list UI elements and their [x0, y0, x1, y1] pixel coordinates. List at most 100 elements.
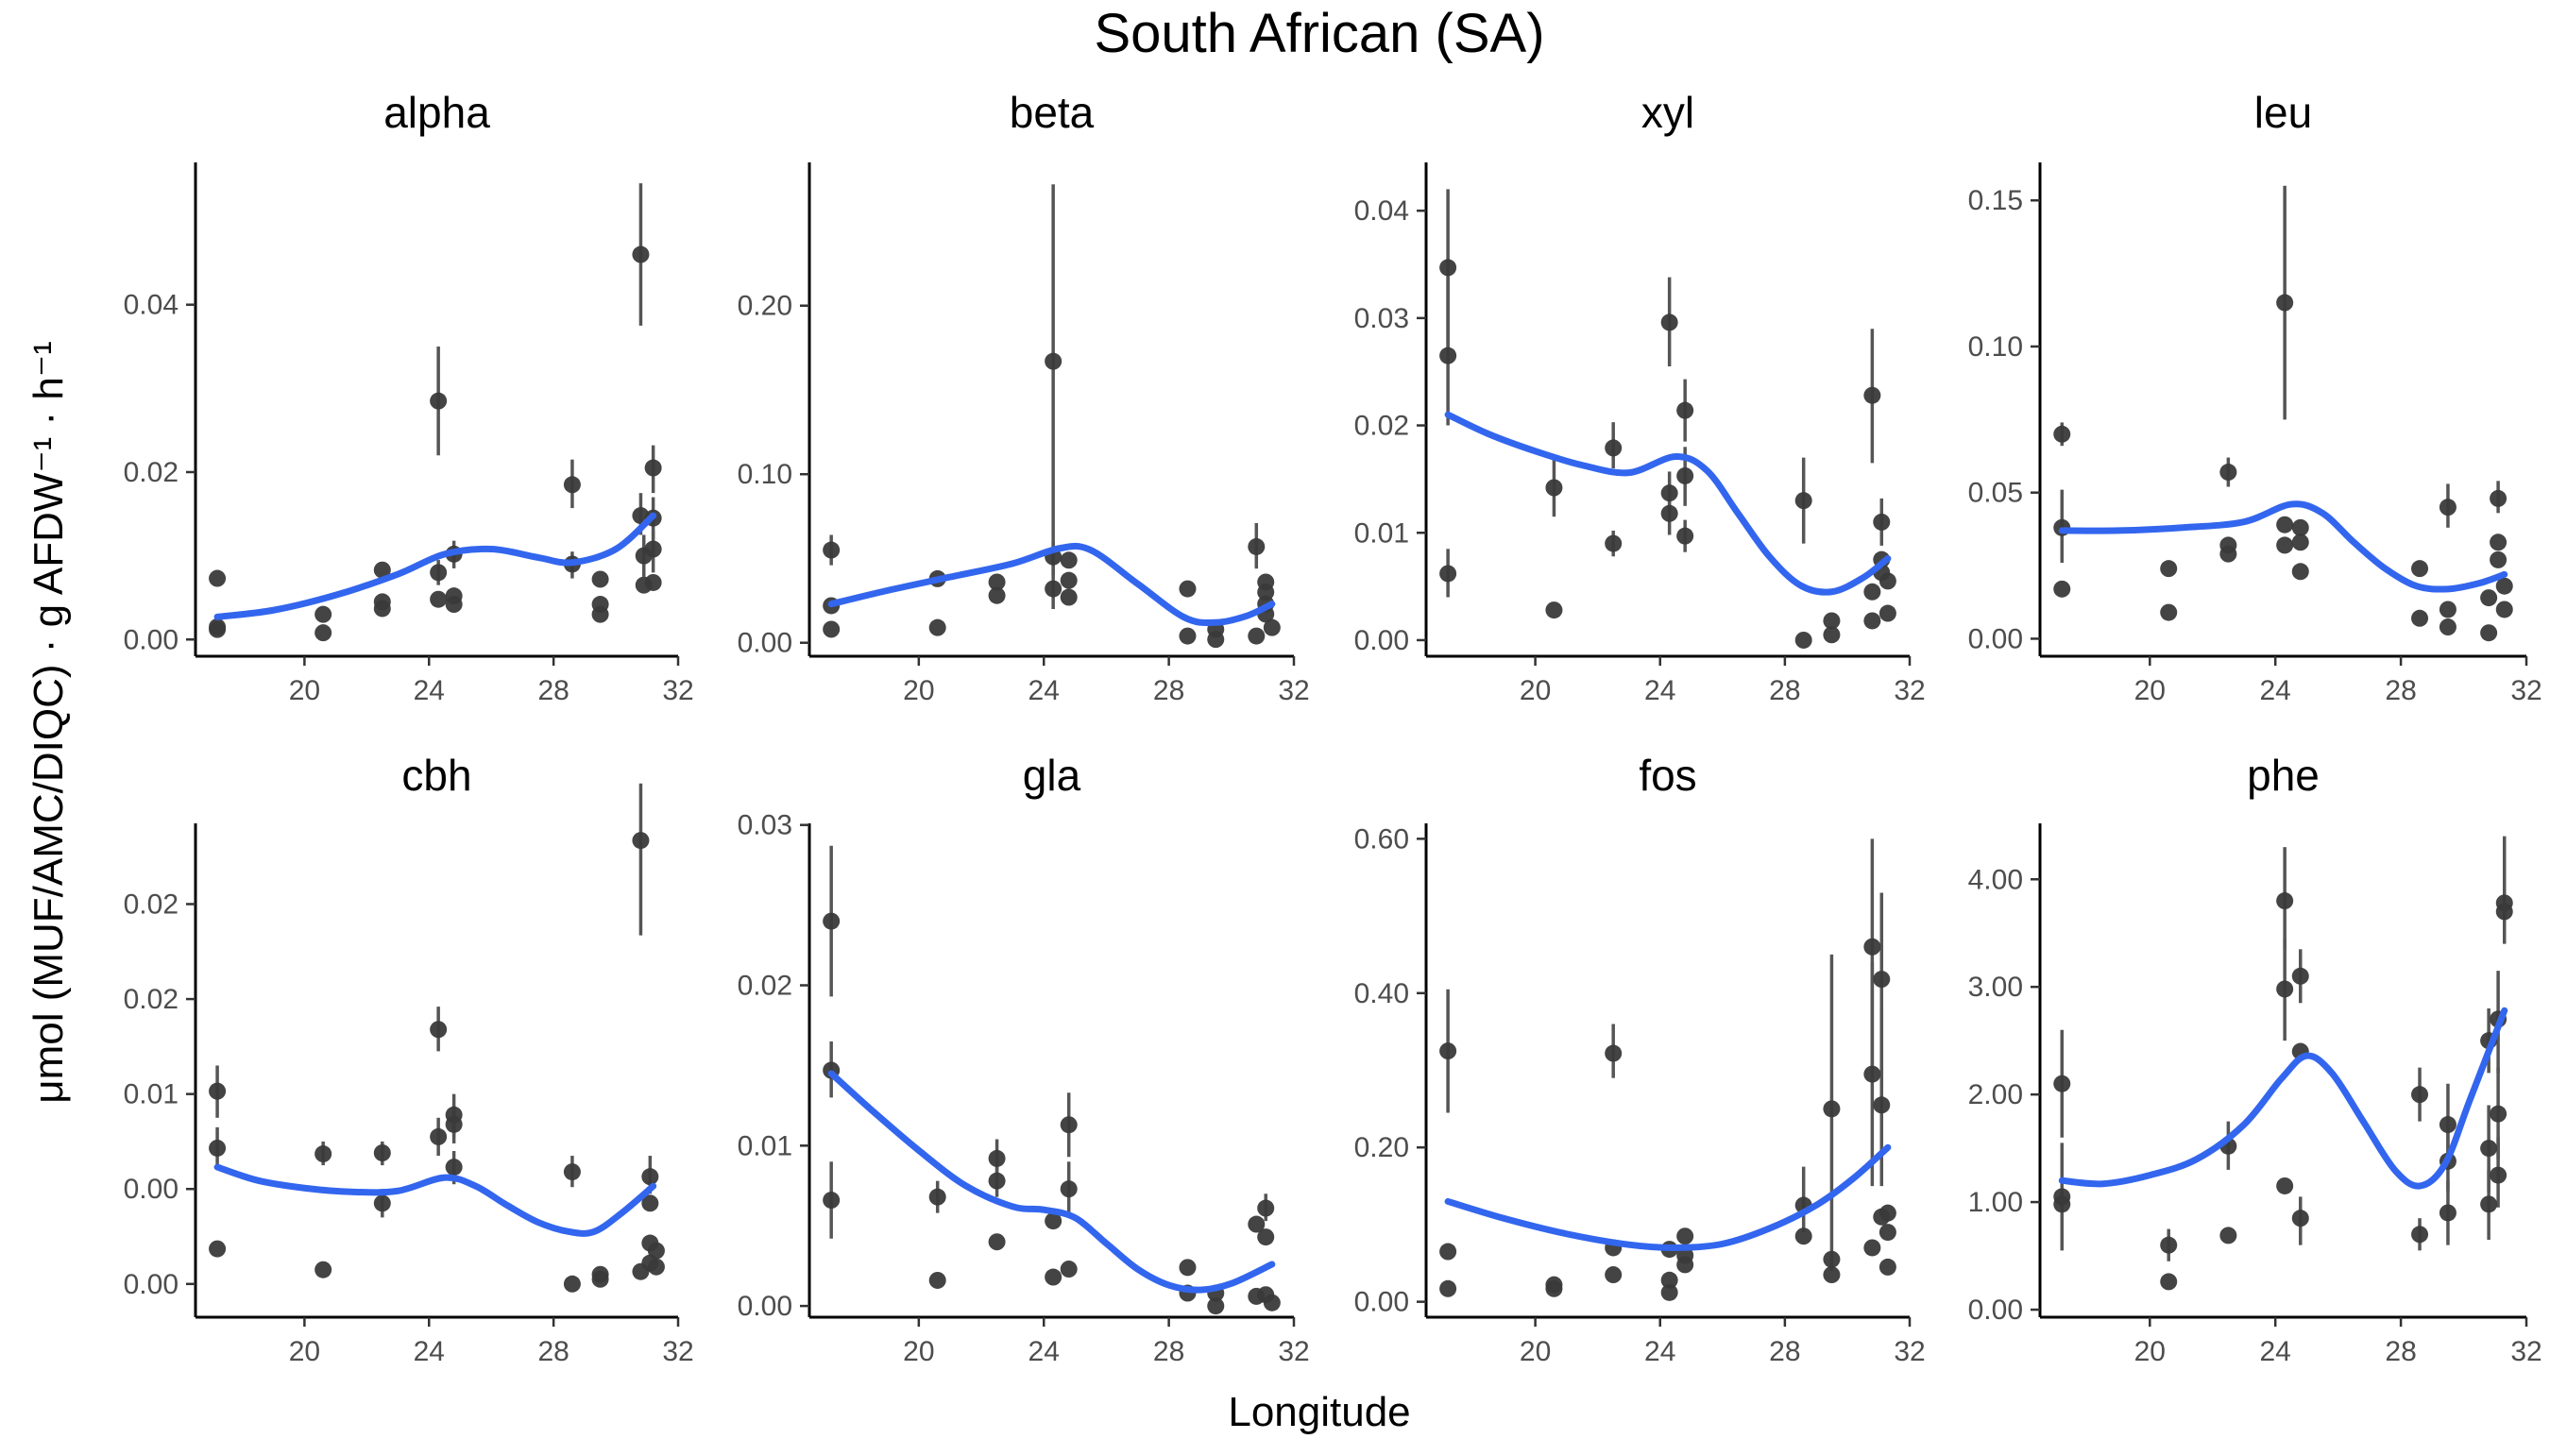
- y-tick-label: 0.01: [124, 1079, 178, 1110]
- data-point: [823, 541, 841, 559]
- data-point: [209, 1139, 227, 1157]
- x-axis-label: Longitude: [1228, 1389, 1410, 1435]
- data-point: [1794, 631, 1812, 649]
- data-point: [2480, 1195, 2498, 1213]
- panel-title: gla: [1023, 751, 1081, 800]
- data-point: [2160, 1273, 2178, 1291]
- y-tick-label: 2.00: [1968, 1079, 2023, 1110]
- x-tick-label: 24: [2260, 675, 2291, 706]
- data-point: [823, 1192, 841, 1210]
- data-point: [1248, 627, 1266, 645]
- y-tick-label: 0.05: [1968, 478, 2023, 509]
- data-point: [2480, 1140, 2498, 1158]
- x-tick-label: 24: [1644, 675, 1675, 706]
- data-point: [2219, 1227, 2237, 1244]
- data-point: [209, 1240, 227, 1258]
- data-point: [2053, 1195, 2071, 1213]
- data-point: [2490, 1166, 2508, 1184]
- data-point: [2160, 603, 2178, 621]
- data-point: [1878, 1224, 1896, 1242]
- data-point: [1207, 631, 1225, 649]
- data-point: [2053, 425, 2071, 443]
- data-point: [2490, 489, 2508, 507]
- data-point: [647, 1258, 665, 1276]
- data-point: [1257, 1228, 1275, 1246]
- data-point: [1263, 1294, 1281, 1312]
- data-point: [1045, 1212, 1062, 1230]
- smooth-trend-line: [2058, 500, 2508, 593]
- data-point: [209, 1082, 227, 1100]
- data-point: [632, 832, 650, 850]
- data-point: [1794, 1227, 1812, 1245]
- data-point: [1676, 401, 1694, 419]
- x-tick-label: 20: [903, 1336, 934, 1367]
- y-tick-label: 0.02: [738, 971, 792, 1002]
- x-tick-label: 28: [537, 1336, 569, 1367]
- data-point: [430, 564, 448, 582]
- data-point: [644, 573, 662, 591]
- data-point: [445, 596, 463, 614]
- x-tick-label: 32: [1894, 675, 1925, 706]
- panel-leu: leu 0.00 0.05 0.10 0.15 20 24 28 32: [1968, 88, 2542, 706]
- data-point: [988, 573, 1006, 591]
- data-point: [2291, 967, 2309, 985]
- data-point: [1248, 1215, 1266, 1233]
- data-point: [314, 624, 332, 642]
- data-point: [1605, 1266, 1623, 1284]
- data-point: [1545, 479, 1563, 497]
- x-tick-label: 32: [2510, 675, 2542, 706]
- x-tick-label: 20: [2134, 1336, 2166, 1367]
- data-point: [1863, 1239, 1881, 1257]
- panel-title: alpha: [383, 88, 490, 137]
- y-tick-label: 0.04: [124, 290, 178, 321]
- panel-title: beta: [1010, 88, 1095, 137]
- data-point: [1878, 604, 1896, 622]
- data-point: [644, 459, 662, 477]
- data-point: [2495, 903, 2513, 921]
- data-point: [209, 569, 227, 587]
- data-point: [928, 618, 946, 636]
- data-point: [2276, 892, 2294, 910]
- data-point: [563, 1275, 581, 1293]
- data-point: [1545, 601, 1563, 619]
- data-point: [823, 620, 841, 638]
- y-tick-label: 0.00: [1354, 625, 1409, 656]
- data-point: [1060, 551, 1078, 569]
- y-tick-label: 0.03: [1354, 303, 1409, 334]
- data-point: [1823, 1266, 1841, 1284]
- data-point: [1660, 313, 1678, 331]
- data-point: [1257, 584, 1275, 601]
- data-point: [1823, 1100, 1841, 1118]
- x-tick-label: 28: [2385, 1336, 2416, 1367]
- data-point: [1045, 352, 1062, 370]
- data-point: [2276, 536, 2294, 554]
- data-point: [988, 1172, 1006, 1190]
- data-point: [1823, 1250, 1841, 1268]
- data-point: [1873, 971, 1891, 989]
- smooth-trend-line: [213, 1163, 657, 1237]
- x-tick-label: 28: [1153, 1336, 1184, 1367]
- data-point: [2276, 1177, 2294, 1194]
- data-point: [1863, 386, 1881, 404]
- x-tick-label: 32: [662, 675, 693, 706]
- smooth-trend-line: [2058, 1007, 2508, 1190]
- y-tick-label: 0.00: [124, 1269, 178, 1300]
- x-tick-label: 24: [414, 1336, 445, 1367]
- data-point: [563, 1163, 581, 1181]
- data-point: [2276, 294, 2294, 312]
- data-point: [2276, 980, 2294, 998]
- y-tick-label: 0.20: [1354, 1132, 1409, 1163]
- data-point: [928, 1188, 946, 1206]
- x-tick-label: 24: [1028, 675, 1060, 706]
- data-point: [1878, 1258, 1896, 1276]
- data-point: [2160, 1236, 2178, 1254]
- data-point: [373, 1194, 391, 1212]
- y-tick-label: 0.01: [1354, 517, 1409, 549]
- data-point: [2219, 545, 2237, 563]
- data-point: [1878, 572, 1896, 590]
- panel-title: cbh: [401, 751, 471, 800]
- y-tick-label: 0.00: [738, 1291, 792, 1322]
- data-point: [1545, 1279, 1563, 1297]
- data-point: [1660, 504, 1678, 522]
